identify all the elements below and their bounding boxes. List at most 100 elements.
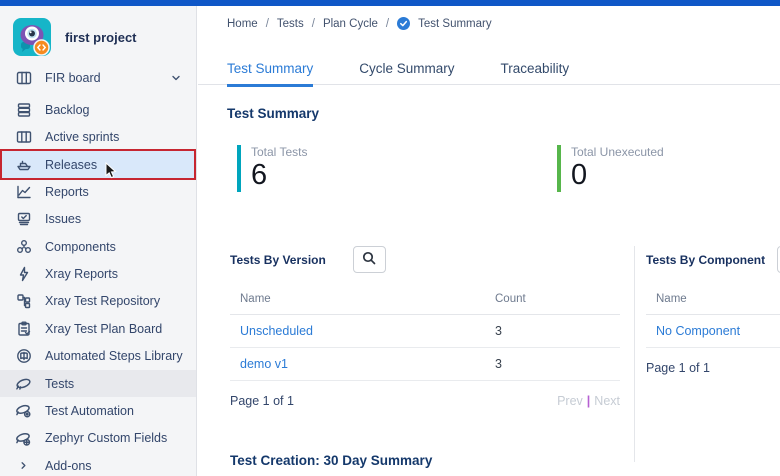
lightning-icon: [15, 266, 32, 283]
column-header-count: Count: [495, 293, 526, 305]
tab-cycle-summary[interactable]: Cycle Summary: [359, 61, 455, 76]
page-indicator: Page 1 of 1: [230, 394, 294, 408]
components-icon: [15, 238, 32, 255]
sidebar-item-label: Xray Test Plan Board: [45, 321, 163, 336]
panel-divider: [634, 246, 635, 462]
sidebar-item-label: Active sprints: [45, 130, 120, 145]
sidebar-item-label: Add-ons: [45, 458, 92, 473]
stat-total-unexecuted: Total Unexecuted 0: [557, 145, 664, 192]
search-icon: [362, 251, 376, 268]
table-header: Name Count: [230, 289, 620, 315]
breadcrumb-separator: /: [385, 17, 390, 30]
sidebar-item-label: Tests: [45, 376, 75, 391]
panel-title: Tests By Component: [646, 252, 766, 267]
sidebar-item-active-sprints[interactable]: Active sprints: [0, 124, 196, 151]
pagination: Page 1 of 1: [646, 361, 780, 375]
tests-by-component-table: Name No Component: [646, 289, 780, 348]
search-button[interactable]: [777, 246, 780, 273]
page-indicator: Page 1 of 1: [646, 361, 710, 375]
blimp-gear-icon: [15, 402, 32, 419]
chevron-right-icon: [15, 457, 32, 474]
tab-bar: Test Summary Cycle Summary Traceability: [227, 61, 569, 87]
version-link[interactable]: Unscheduled: [240, 324, 313, 338]
search-button[interactable]: [352, 246, 386, 273]
column-header-name: Name: [240, 293, 271, 305]
project-header[interactable]: first project: [0, 6, 196, 56]
chart-line-icon: [15, 183, 32, 200]
page-title: Test Summary: [227, 106, 320, 121]
next-button[interactable]: Next: [594, 394, 620, 408]
breadcrumb-current: Test Summary: [418, 17, 492, 30]
sidebar-item-label: Releases: [45, 157, 98, 172]
sidebar-item-issues[interactable]: Issues: [0, 206, 196, 233]
sidebar-item-tests[interactable]: Tests: [0, 369, 196, 398]
breadcrumb-separator: /: [311, 17, 315, 30]
stat-accent-bar: [237, 145, 241, 192]
sidebar-item-label: Xray Test Repository: [45, 294, 161, 309]
column-header-name: Name: [656, 293, 687, 305]
breadcrumb-plan-cycle[interactable]: Plan Cycle: [322, 17, 378, 30]
clipboard-icon: [15, 320, 32, 337]
project-name: first project: [65, 29, 137, 45]
tab-traceability[interactable]: Traceability: [500, 61, 570, 76]
ship-icon: [15, 156, 32, 173]
sidebar-item-add-ons[interactable]: Add-ons: [0, 452, 196, 476]
pagination-separator: |: [586, 394, 591, 408]
blimp-gear-icon: [15, 430, 32, 447]
sidebar-item-backlog[interactable]: Backlog: [0, 96, 196, 123]
sidebar-item-xray-reports[interactable]: Xray Reports: [0, 260, 196, 287]
sidebar-item-xray-test-plan-board[interactable]: Xray Test Plan Board: [0, 315, 196, 342]
sidebar-item-components[interactable]: Components: [0, 233, 196, 260]
version-link[interactable]: demo v1: [240, 357, 288, 371]
version-count: 3: [495, 324, 502, 338]
breadcrumb-tests[interactable]: Tests: [276, 17, 304, 30]
blimp-icon: [15, 375, 32, 392]
table-row: demo v1 3: [230, 348, 620, 381]
breadcrumb-home[interactable]: Home: [227, 17, 258, 30]
sidebar-item-test-automation[interactable]: Test Automation: [0, 397, 196, 424]
panel-header: Tests By Version: [230, 246, 620, 273]
tests-by-component-panel: Tests By Component Name No Component Pag…: [646, 246, 780, 375]
component-link[interactable]: No Component: [656, 324, 741, 338]
window-top-bar: [0, 0, 780, 6]
prev-button[interactable]: Prev: [557, 394, 583, 408]
sidebar-item-label: Components: [45, 239, 116, 254]
chevron-down-icon: [167, 69, 184, 86]
tabbar-divider: [198, 84, 780, 85]
panel-title: Tests By Version: [230, 252, 326, 267]
sidebar-item-zephyr-custom-fields[interactable]: Zephyr Custom Fields: [0, 425, 196, 452]
hierarchy-icon: [15, 293, 32, 310]
stat-value: 6: [251, 159, 268, 191]
stat-label: Total Unexecuted: [571, 145, 664, 159]
stat-label: Total Tests: [251, 145, 308, 159]
issues-icon: [15, 211, 32, 228]
sidebar: first project FIR board Backlog: [0, 6, 197, 476]
tab-test-summary[interactable]: Test Summary: [227, 61, 314, 87]
sidebar-item-label: Reports: [45, 184, 89, 199]
mouse-cursor-icon: [105, 162, 118, 182]
board-icon: [15, 69, 32, 86]
check-badge-icon: [397, 17, 411, 30]
stat-value: 0: [571, 159, 588, 191]
table-row: Unscheduled 3: [230, 315, 620, 348]
test-creation-title: Test Creation: 30 Day Summary: [230, 453, 433, 468]
sidebar-item-fir-board[interactable]: FIR board: [0, 64, 196, 91]
sidebar-item-xray-test-repository[interactable]: Xray Test Repository: [0, 288, 196, 315]
sidebar-item-label: Automated Steps Library: [45, 349, 183, 364]
stat-total-tests: Total Tests 6: [237, 145, 307, 192]
sidebar-item-reports[interactable]: Reports: [0, 178, 196, 205]
table-row: No Component: [646, 315, 780, 348]
sidebar-item-automated-steps-library[interactable]: Automated Steps Library: [0, 343, 196, 370]
panel-header: Tests By Component: [646, 246, 780, 273]
sidebar-item-label: Zephyr Custom Fields: [45, 431, 168, 446]
breadcrumb-separator: /: [265, 17, 269, 30]
sidebar-item-label: Test Automation: [45, 403, 134, 418]
project-avatar: [13, 18, 51, 56]
sidebar-nav: FIR board Backlog Active sprints: [0, 64, 196, 476]
version-count: 3: [495, 357, 502, 371]
sidebar-item-releases[interactable]: Releases: [0, 149, 196, 182]
pagination: Page 1 of 1 Prev | Next: [230, 394, 620, 408]
tests-by-version-panel: Tests By Version Name Count Unscheduled …: [230, 246, 620, 408]
sprints-icon: [15, 129, 32, 146]
